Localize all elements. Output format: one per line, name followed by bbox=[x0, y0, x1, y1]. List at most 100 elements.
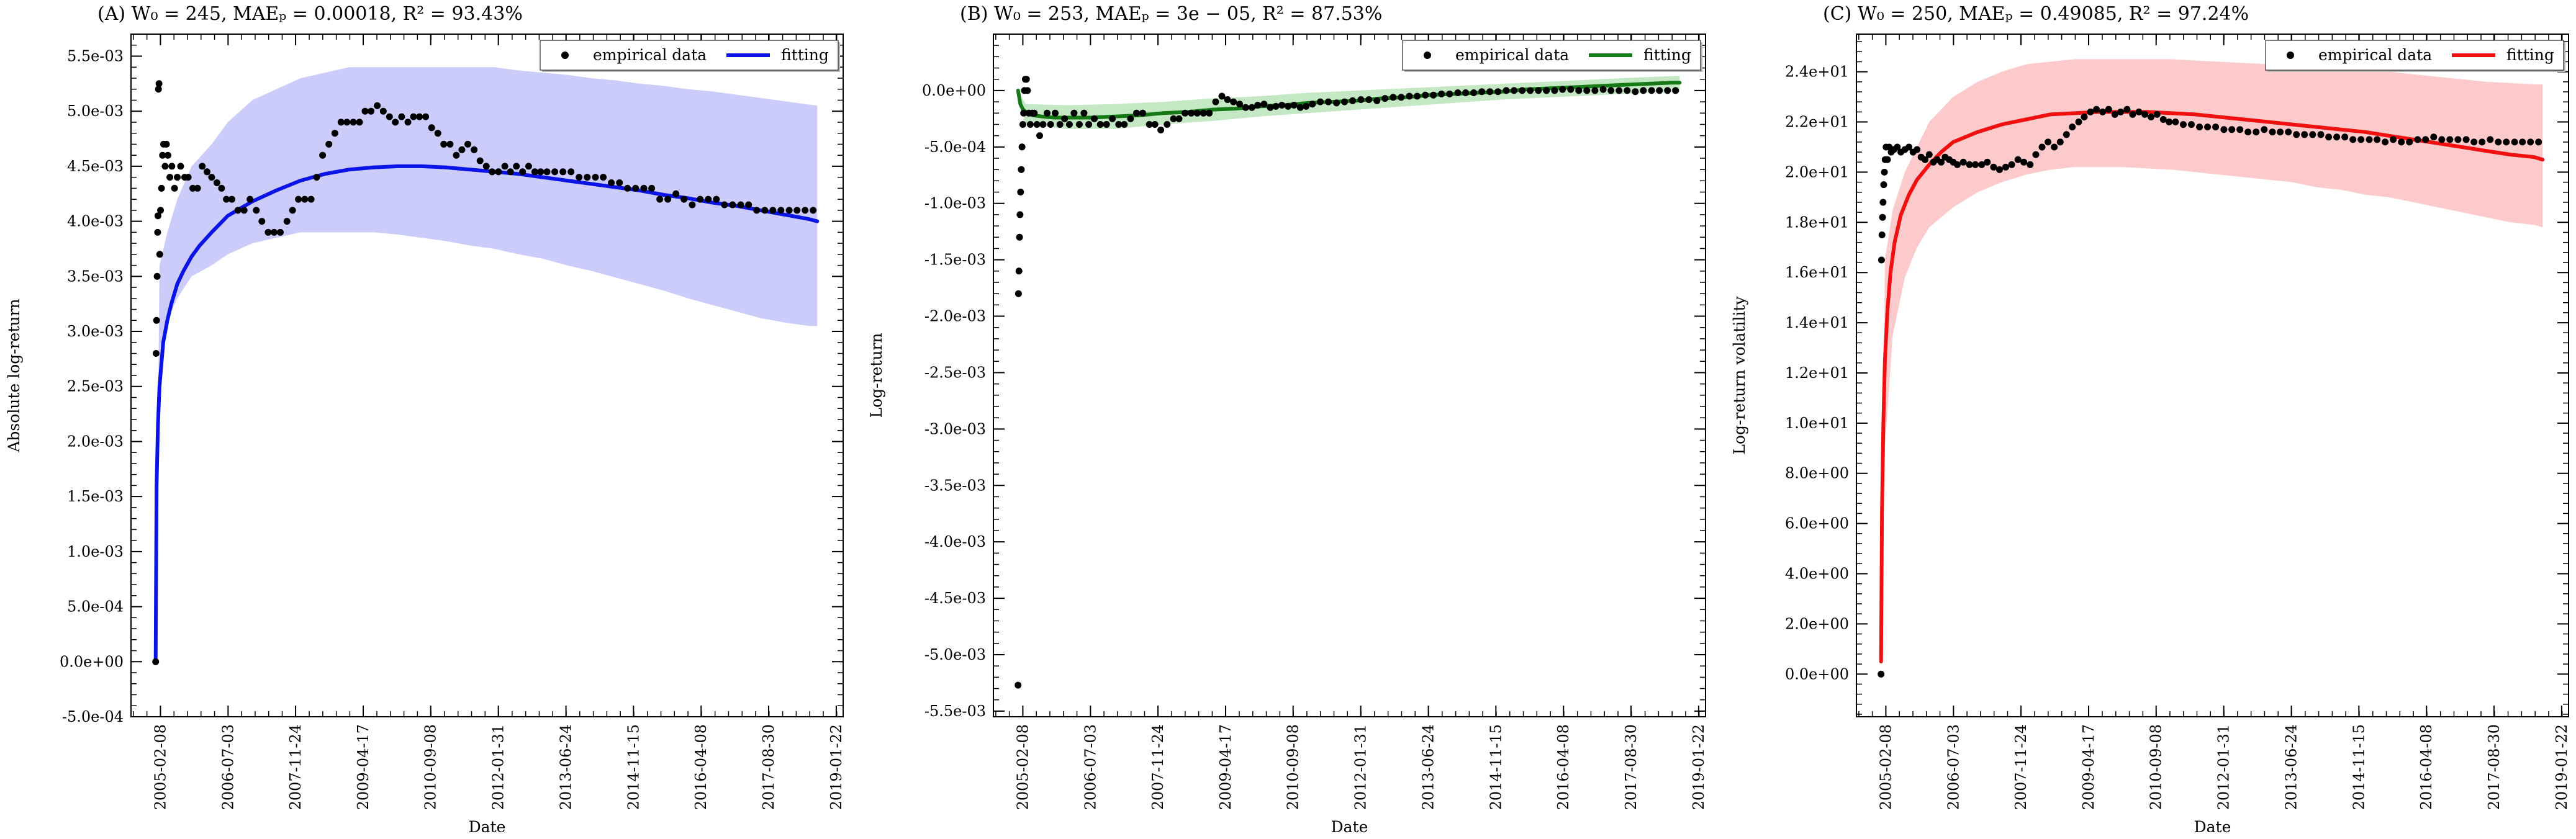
empirical-point bbox=[159, 151, 166, 159]
empirical-point bbox=[729, 201, 736, 209]
empirical-point bbox=[1607, 87, 1615, 94]
empirical-point bbox=[1881, 168, 1888, 176]
empirical-point bbox=[1567, 86, 1575, 93]
empirical-point bbox=[2014, 156, 2022, 163]
empirical-point bbox=[769, 207, 777, 214]
x-tick-label: 2010-09-08 bbox=[422, 724, 440, 810]
empirical-point bbox=[404, 119, 412, 126]
x-tick-label: 2014-11-15 bbox=[1487, 724, 1504, 810]
confidence-band-c bbox=[1881, 59, 2543, 662]
empirical-point bbox=[2051, 143, 2058, 151]
empirical-point bbox=[531, 168, 538, 176]
y-tick-label: 1.4e+01 bbox=[1785, 314, 1849, 331]
empirical-point bbox=[2075, 119, 2082, 125]
empirical-point bbox=[1080, 109, 1088, 117]
empirical-point bbox=[161, 163, 169, 170]
empirical-point bbox=[1019, 121, 1026, 128]
empirical-point bbox=[155, 80, 163, 87]
empirical-point bbox=[1200, 109, 1207, 117]
empirical-point bbox=[208, 174, 215, 181]
x-tick-label: 2012-01-31 bbox=[2215, 724, 2233, 810]
x-tick-label: 2012-01-31 bbox=[490, 724, 507, 810]
legend-box bbox=[540, 40, 839, 71]
empirical-point bbox=[1462, 89, 1470, 96]
empirical-point bbox=[1290, 102, 1298, 109]
empirical-point bbox=[2382, 138, 2389, 146]
empirical-point bbox=[1365, 96, 1373, 103]
chart-title-a: (A) W₀ = 245, MAEₚ = 0.00018, R² = 93.43… bbox=[97, 3, 523, 25]
y-tick-label: 3.0e-03 bbox=[67, 323, 124, 340]
empirical-points-a bbox=[152, 80, 817, 665]
empirical-point bbox=[2357, 136, 2365, 143]
empirical-point bbox=[1325, 98, 1332, 105]
empirical-point bbox=[2495, 138, 2502, 146]
empirical-point bbox=[189, 184, 196, 192]
empirical-point bbox=[2414, 136, 2421, 143]
empirical-point bbox=[2438, 136, 2446, 143]
empirical-point bbox=[410, 113, 417, 120]
plot-frame-b bbox=[993, 34, 1706, 717]
empirical-point bbox=[1599, 86, 1607, 93]
empirical-point bbox=[307, 195, 315, 203]
empirical-point bbox=[1015, 267, 1023, 275]
empirical-point bbox=[2301, 131, 2308, 138]
empirical-point bbox=[2204, 123, 2212, 131]
chart-title-c: (C) W₀ = 250, MAEₚ = 0.49085, R² = 97.24… bbox=[1823, 3, 2249, 25]
empirical-point bbox=[319, 151, 327, 159]
empirical-point bbox=[1879, 199, 1887, 206]
empirical-point bbox=[1648, 87, 1655, 94]
y-axis-label-a: Absolute log-return bbox=[5, 298, 23, 452]
empirical-point bbox=[1260, 101, 1268, 108]
empirical-points-b bbox=[1015, 76, 1679, 689]
empirical-point bbox=[343, 119, 351, 126]
y-tick-label: 1.6e+01 bbox=[1785, 264, 1849, 281]
x-tick-label: 2017-08-30 bbox=[2485, 724, 2503, 810]
empirical-point bbox=[525, 163, 532, 170]
y-tick-label: -2.5e-03 bbox=[924, 364, 986, 381]
empirical-point bbox=[168, 163, 176, 170]
empirical-point bbox=[1543, 87, 1550, 94]
empirical-point bbox=[1157, 127, 1165, 133]
empirical-point bbox=[1224, 96, 1231, 103]
x-tick-label: 2009-04-17 bbox=[355, 724, 372, 810]
x-tick-label: 2013-06-24 bbox=[2283, 724, 2300, 810]
empirical-point bbox=[2212, 123, 2220, 131]
empirical-point bbox=[203, 168, 210, 176]
empirical-point bbox=[1039, 121, 1047, 128]
empirical-point bbox=[1984, 158, 1991, 166]
empirical-point bbox=[1278, 102, 1286, 109]
empirical-point bbox=[793, 207, 801, 214]
y-tick-label: -1.5e-03 bbox=[924, 251, 986, 269]
empirical-point bbox=[1015, 290, 1022, 297]
empirical-point bbox=[2111, 110, 2118, 118]
x-tick-label: 2009-04-17 bbox=[1217, 724, 1234, 810]
y-tick-label: 3.5e-03 bbox=[67, 267, 124, 285]
empirical-point bbox=[1478, 88, 1486, 96]
legend-marker-empirical bbox=[2287, 52, 2294, 59]
empirical-point bbox=[680, 195, 688, 203]
empirical-point bbox=[785, 207, 793, 214]
empirical-point bbox=[164, 151, 171, 159]
empirical-point bbox=[1486, 88, 1494, 96]
empirical-point bbox=[1959, 158, 1967, 166]
empirical-point bbox=[2527, 138, 2534, 146]
empirical-point bbox=[513, 163, 520, 170]
empirical-point bbox=[1018, 143, 1026, 151]
empirical-point bbox=[1033, 121, 1041, 128]
y-tick-label: 1.8e+01 bbox=[1785, 213, 1849, 231]
empirical-point bbox=[2325, 133, 2333, 141]
x-tick-label: 2014-11-15 bbox=[2350, 724, 2367, 810]
empirical-point bbox=[1115, 121, 1123, 128]
empirical-point bbox=[1381, 95, 1389, 102]
empirical-point bbox=[2087, 108, 2094, 115]
empirical-point bbox=[2430, 133, 2438, 141]
empirical-point bbox=[713, 195, 720, 203]
empirical-point bbox=[1242, 104, 1249, 111]
empirical-point bbox=[745, 201, 752, 209]
empirical-point bbox=[1091, 115, 1098, 122]
empirical-point bbox=[223, 195, 230, 203]
empirical-point bbox=[2535, 138, 2542, 146]
empirical-point bbox=[1052, 109, 1059, 117]
empirical-point bbox=[1085, 121, 1093, 128]
empirical-point bbox=[1218, 92, 1226, 100]
